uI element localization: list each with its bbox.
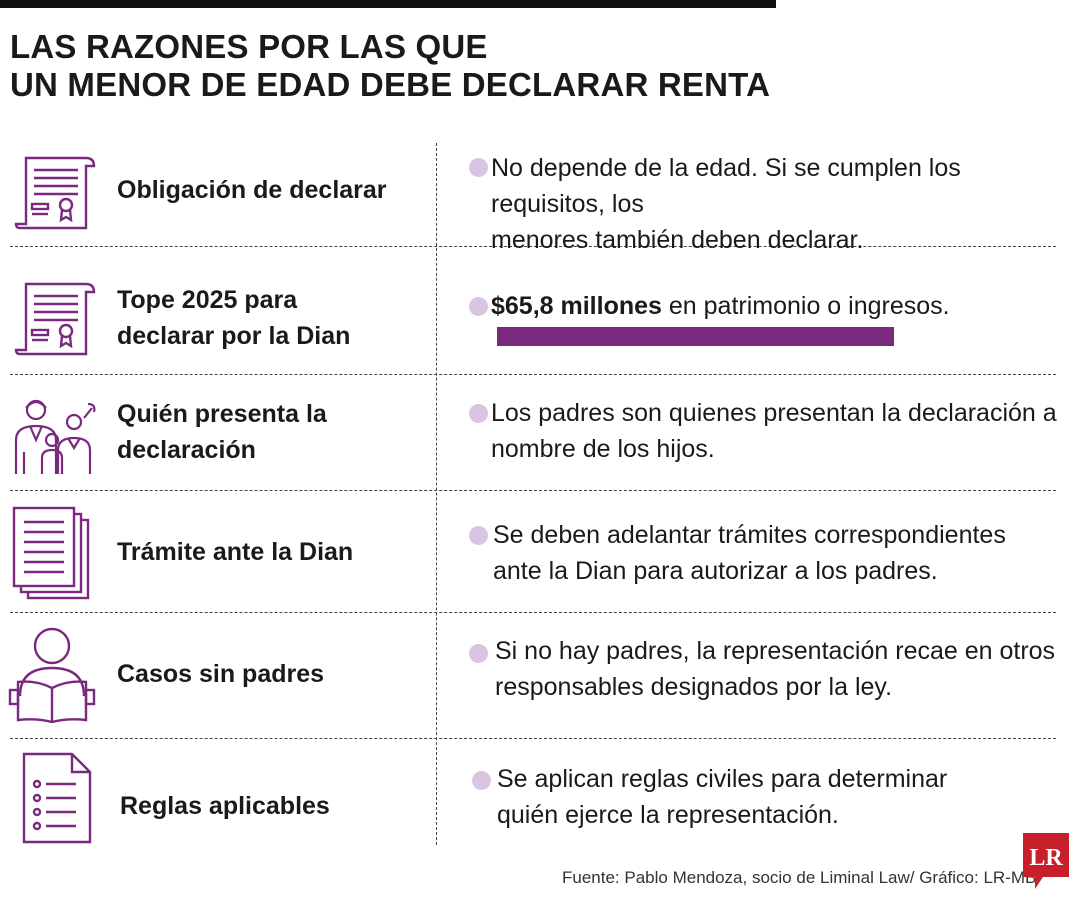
certificate-icon [14, 156, 96, 230]
label-line: declarar por la Dian [117, 322, 351, 350]
desc-line: responsables designados por la ley. [495, 673, 893, 701]
bullet [469, 404, 488, 423]
row-label: Trámite ante la Dian [117, 538, 354, 566]
desc-rest: en patrimonio o ingresos. [661, 292, 950, 320]
row-label: Tope 2025 para declarar por la Dian [117, 282, 350, 354]
label-line: Tope 2025 para [117, 286, 298, 314]
desc-line: nombre de los hijos. [491, 435, 715, 463]
title-line-2: UN MENOR DE EDAD DEBE DECLARAR RENTA [10, 66, 771, 103]
row-description: Si no hay padres, la representación reca… [495, 633, 1055, 705]
row-separator [10, 490, 1056, 491]
row-label: Obligación de declarar [117, 176, 387, 204]
row-description: Se deben adelantar trámites correspondie… [493, 517, 1006, 589]
row-description: No depende de la edad. Si se cumplen los… [491, 150, 1080, 258]
bullet [469, 526, 488, 545]
desc-line: quién ejerce la representación. [497, 801, 839, 829]
bullet [469, 158, 488, 177]
row-description: Se aplican reglas civiles para determina… [497, 761, 947, 833]
row-separator [10, 612, 1056, 613]
person-reading-icon [8, 627, 96, 724]
certificate-icon [14, 282, 96, 356]
documents-stack-icon [12, 506, 90, 600]
desc-line: Los padres son quienes presentan la decl… [491, 399, 1057, 427]
bullet [472, 771, 491, 790]
desc-line: Se deben adelantar trámites correspondie… [493, 521, 1006, 549]
row-separator [10, 246, 1056, 247]
source-credit: Fuente: Pablo Mendoza, socio de Liminal … [562, 868, 1037, 887]
desc-line: Se aplican reglas civiles para determina… [497, 765, 948, 793]
parents-children-icon [14, 399, 96, 474]
title-line-1: LAS RAZONES POR LAS QUE [10, 28, 488, 65]
desc-line: Si no hay padres, la representación reca… [495, 637, 1056, 665]
bullet [469, 297, 488, 316]
highlight-bar [497, 327, 894, 346]
row-description: Los padres son quienes presentan la decl… [491, 395, 1057, 467]
row-separator [10, 738, 1056, 739]
lr-logo: LR [1023, 833, 1069, 889]
row-label: Reglas aplicables [120, 792, 330, 820]
row-description: $65,8 millones en patrimonio o ingresos. [491, 288, 950, 324]
top-rule [0, 0, 776, 8]
label-line: declaración [117, 436, 256, 464]
svg-text:LR: LR [1029, 845, 1063, 871]
checklist-icon [22, 752, 92, 844]
row-separator [10, 374, 1056, 375]
row-label: Quién presenta la declaración [117, 396, 327, 468]
row-label: Casos sin padres [117, 660, 325, 688]
desc-line: ante la Dian para autorizar a los padres… [493, 557, 938, 585]
column-divider [436, 143, 437, 845]
label-line: Quién presenta la [117, 400, 327, 428]
desc-line: menores también deben declarar. [491, 226, 864, 254]
bullet [469, 644, 488, 663]
page-title: LAS RAZONES POR LAS QUE UN MENOR DE EDAD… [10, 28, 770, 104]
highlight-amount: $65,8 millones [491, 292, 662, 320]
desc-line: No depende de la edad. Si se cumplen los… [491, 154, 961, 218]
